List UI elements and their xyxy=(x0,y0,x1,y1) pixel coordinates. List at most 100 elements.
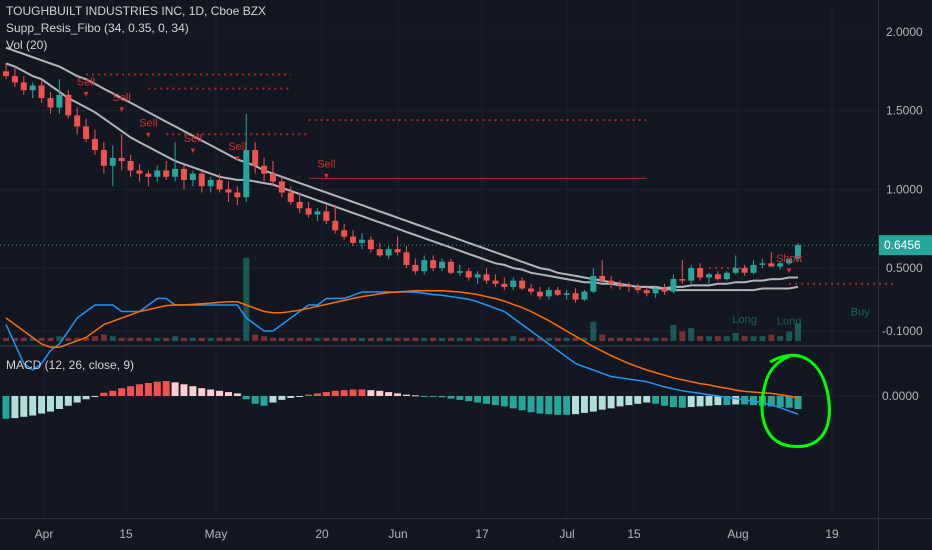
last-price-tag xyxy=(879,235,932,256)
candle-body xyxy=(501,283,508,287)
candle-body xyxy=(296,201,303,209)
macd-histogram-bar xyxy=(767,396,775,407)
volume-bar xyxy=(261,336,268,341)
time-axis-label: 17 xyxy=(475,527,489,541)
volume-bar xyxy=(741,336,748,341)
candle-body xyxy=(172,168,179,177)
macd-histogram-bar xyxy=(723,396,731,406)
time-axis-label: May xyxy=(205,527,228,541)
macd-histogram-bar xyxy=(296,396,304,397)
signal-label-short: Short xyxy=(776,253,802,265)
macd-histogram-bar xyxy=(189,386,197,396)
candle-body xyxy=(563,293,570,295)
volume-bar xyxy=(777,336,784,341)
candle-body xyxy=(252,150,259,166)
candle-body xyxy=(180,168,187,180)
candle-body xyxy=(136,170,143,174)
macd-histogram-bar xyxy=(625,396,633,406)
candle-body xyxy=(528,288,535,292)
candle-body xyxy=(421,260,428,272)
volume-bar xyxy=(688,328,695,341)
time-axis-label: 19 xyxy=(825,527,839,541)
volume-bar xyxy=(670,325,677,341)
volume-bar xyxy=(305,337,312,341)
volume-bar xyxy=(750,336,757,341)
macd-histogram-bar xyxy=(447,396,455,399)
candle-body xyxy=(554,290,561,295)
macd-histogram-bar xyxy=(652,396,660,404)
macd-histogram-bar xyxy=(73,396,81,403)
macd-histogram-bar xyxy=(554,396,562,415)
candle-body xyxy=(474,274,481,278)
macd-histogram-bar xyxy=(491,396,499,406)
candle-body xyxy=(447,261,454,273)
volume-bar xyxy=(127,337,134,341)
macd-histogram-bar xyxy=(242,396,250,400)
volume-bar xyxy=(287,337,294,341)
candle-body xyxy=(145,173,152,177)
time-axis-label: Apr xyxy=(35,527,54,541)
macd-histogram-bar xyxy=(643,396,651,403)
macd-histogram-bar xyxy=(402,394,410,396)
volume-bar xyxy=(234,337,241,341)
candle-body xyxy=(590,275,597,292)
volume-bar xyxy=(519,337,526,341)
macd-histogram-bar xyxy=(785,396,793,408)
volume-bar xyxy=(599,334,606,341)
symbol-title[interactable]: TOUGHBUILT INDUSTRIES INC, 1D, Cboe BZX xyxy=(6,4,267,18)
candle-body xyxy=(243,150,250,198)
candle-body xyxy=(714,274,721,280)
indicator-supp-resis-label[interactable]: Supp_Resis_Fibo (34, 0.35, 0, 34) xyxy=(6,21,189,35)
price-axis-label: 1.5000 xyxy=(886,104,923,118)
candle-body xyxy=(198,173,205,187)
candle-body xyxy=(617,283,624,286)
indicator-macd-label[interactable]: MACD (12, 26, close, 9) xyxy=(6,358,135,372)
volume-bar xyxy=(439,337,446,341)
indicator-volume-label[interactable]: Vol (20) xyxy=(6,38,48,52)
candle-body xyxy=(269,173,276,182)
candle-body xyxy=(652,288,659,294)
candle-body xyxy=(403,252,410,265)
candle-body xyxy=(261,165,268,174)
macd-histogram-bar xyxy=(38,396,46,414)
signal-arrow-down-icon: ▼ xyxy=(189,146,197,155)
candle-body xyxy=(20,82,27,91)
macd-histogram-bar xyxy=(29,396,37,416)
volume-bar xyxy=(430,337,437,341)
volume-bar xyxy=(545,337,552,341)
macd-histogram-bar xyxy=(171,382,179,396)
volume-bar xyxy=(278,337,285,341)
candle-body xyxy=(118,157,125,162)
volume-bar xyxy=(385,337,392,341)
candle-body xyxy=(519,280,526,289)
volume-bar xyxy=(625,337,632,341)
macd-histogram-bar xyxy=(509,396,517,409)
candle-body xyxy=(83,126,90,140)
volume-bar xyxy=(394,337,401,341)
macd-histogram-bar xyxy=(233,393,241,396)
macd-histogram-bar xyxy=(118,388,126,396)
volume-bar xyxy=(56,336,63,341)
candle-body xyxy=(394,249,401,253)
volume-bar xyxy=(38,337,45,341)
candle-body xyxy=(314,211,321,215)
macd-histogram-bar xyxy=(607,396,615,409)
volume-bar xyxy=(145,337,152,341)
signal-arrow-down-icon: ▼ xyxy=(144,130,152,139)
candle-body xyxy=(643,290,650,294)
candle-body xyxy=(430,260,437,269)
candle-body xyxy=(536,291,543,297)
volume-bar xyxy=(679,331,686,341)
macd-histogram-bar xyxy=(687,396,695,408)
macd-histogram-bar xyxy=(135,384,143,396)
volume-bar xyxy=(180,337,187,341)
candle-body xyxy=(661,288,668,292)
volume-bar xyxy=(786,331,793,341)
candle-body xyxy=(207,179,214,187)
candle-body xyxy=(305,208,312,215)
candle-body xyxy=(545,290,552,297)
volume-bar xyxy=(590,321,597,341)
volume-bar xyxy=(323,337,330,341)
volume-bar xyxy=(243,257,250,341)
